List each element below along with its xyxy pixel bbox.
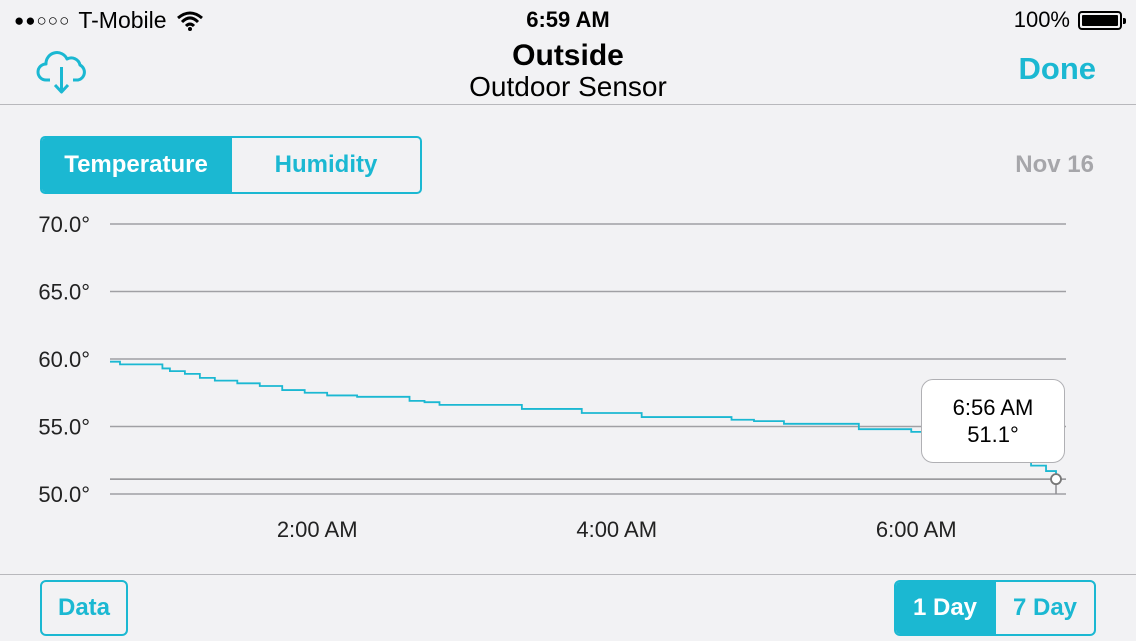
x-tick-label: 4:00 AM: [576, 517, 657, 542]
y-tick-label: 65.0°: [38, 280, 90, 305]
temperature-chart: 70.0° 65.0° 60.0° 55.0° 50.0° 2:00 AM 4:00 AM 6…: [38, 212, 1066, 542]
tooltip-time: 6:56 AM: [952, 395, 1034, 420]
range-1-day[interactable]: 1 Day: [896, 582, 994, 634]
range-segmented-control: 1 Day 7 Day: [894, 580, 1096, 636]
status-left: ●●○○○ T-Mobile: [14, 7, 203, 34]
done-button[interactable]: Done: [1018, 51, 1097, 86]
status-bar: ●●○○○ T-Mobile 6:59 AM 100%: [0, 0, 1136, 40]
selected-point-marker: [1050, 473, 1062, 486]
y-tick-label: 70.0°: [38, 212, 90, 237]
cloud-download-icon: [36, 51, 86, 94]
bottom-bar: Data 1 Day 7 Day: [0, 574, 1136, 641]
page-title: Outside: [512, 39, 624, 72]
status-right: 100%: [1013, 7, 1126, 33]
x-tick-label: 2:00 AM: [277, 517, 358, 542]
battery-icon: [1078, 10, 1126, 30]
signal-strength-icon: ●●○○○: [14, 10, 71, 30]
y-tick-label: 60.0°: [38, 347, 90, 372]
y-tick-label: 50.0°: [38, 482, 90, 507]
nav-bar: Outside Outdoor Sensor Done: [0, 40, 1136, 105]
tab-humidity[interactable]: Humidity: [230, 138, 420, 192]
battery-fill: [1082, 14, 1118, 26]
x-tick-label: 6:00 AM: [876, 517, 957, 542]
cloud-download-button[interactable]: [36, 50, 88, 96]
metric-segmented-control: Temperature Humidity: [40, 136, 422, 194]
battery-tip: [1123, 17, 1126, 24]
page-subtitle: Outdoor Sensor: [469, 71, 667, 102]
y-tick-label: 55.0°: [38, 415, 90, 440]
range-7-day[interactable]: 7 Day: [994, 582, 1094, 634]
battery-percent: 100%: [1013, 7, 1070, 32]
tooltip-value: 51.1°: [967, 422, 1019, 447]
temperature-series-line: [110, 360, 1057, 480]
tab-temperature[interactable]: Temperature: [42, 138, 230, 192]
chart-tooltip: 6:56 AM 51.1°: [921, 379, 1065, 463]
data-button[interactable]: Data: [40, 580, 128, 636]
carrier-label: T-Mobile: [78, 7, 167, 33]
status-time: 6:59 AM: [526, 7, 610, 32]
date-label: Nov 16: [1015, 151, 1094, 178]
wifi-icon: [176, 11, 203, 31]
